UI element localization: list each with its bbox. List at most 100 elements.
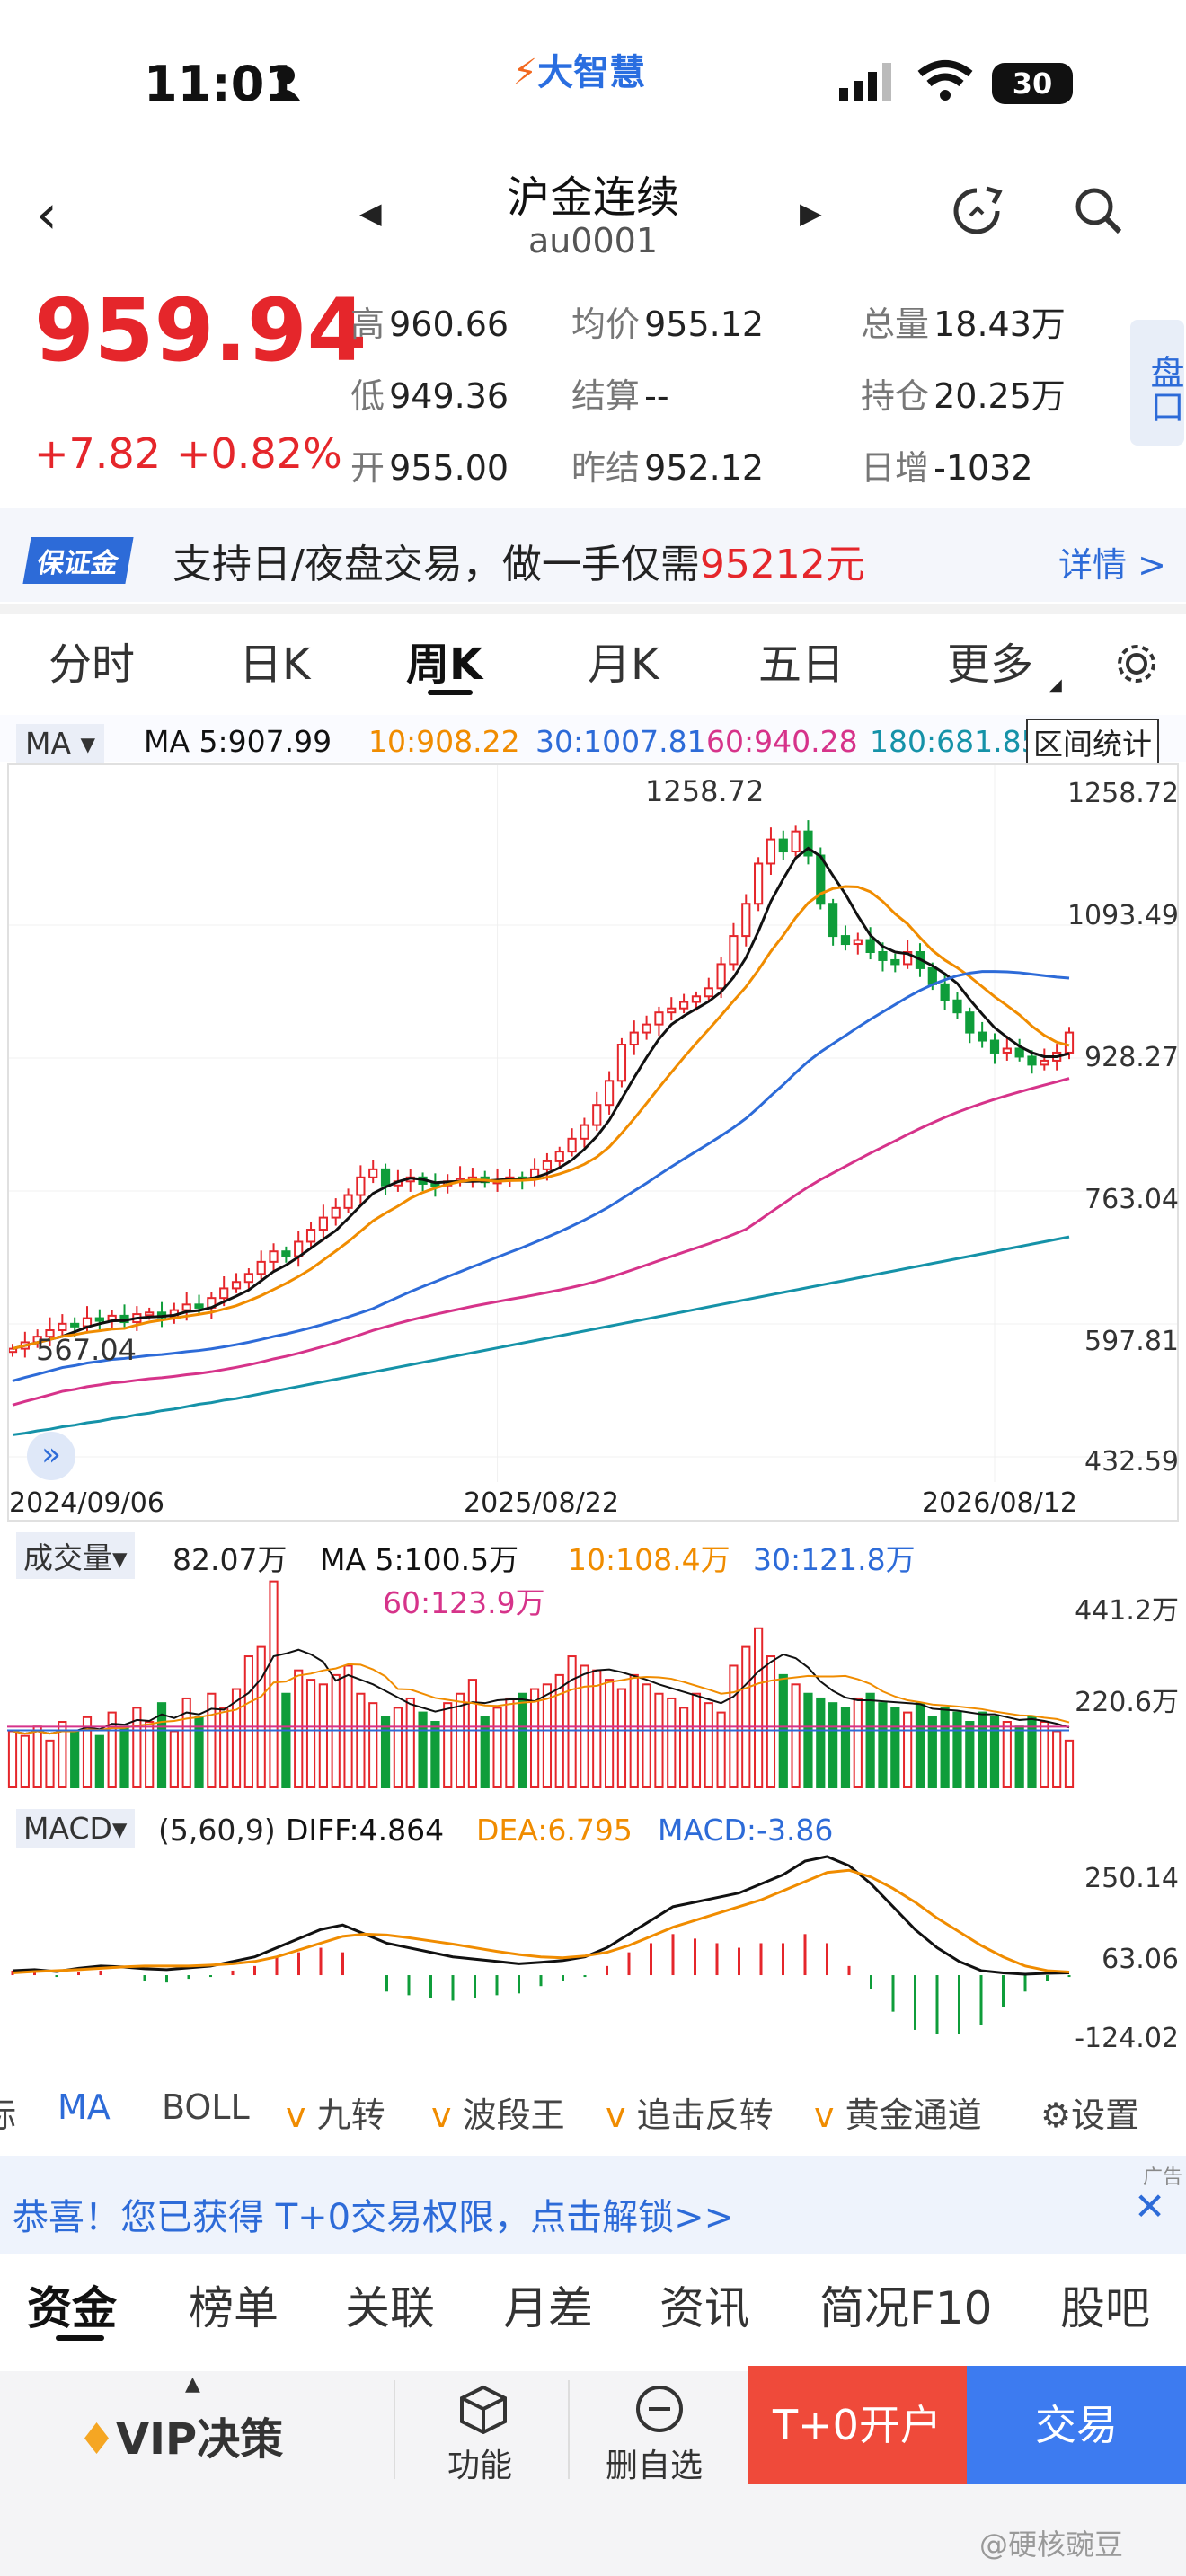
volume-bar [915,1702,925,1789]
indicator-jiuzhuan[interactable]: v 九转 [286,2087,385,2150]
indicator-item[interactable]: 标 [0,2087,16,2150]
bottom-tab-guba[interactable]: 股吧 [1060,2282,1150,2334]
quote-settle: 结算 -- [571,368,669,418]
tab-weekly-k[interactable]: 周K [406,640,483,690]
candle-body [741,903,751,938]
bottom-tab-bangdan[interactable]: 榜单 [189,2282,279,2334]
margin-badge: 保证金 [22,537,134,584]
ad-label: 广告 [1143,2166,1183,2189]
volume-bar [1002,1721,1012,1788]
indicator-boll[interactable]: BOLL [162,2087,250,2127]
price-axis-label: 763.04 [1084,1184,1179,1215]
remove-watch-label[interactable]: 删自选 [606,2448,704,2484]
macd-selector[interactable]: MACD▾ [16,1809,135,1848]
volume-bar [952,1711,962,1788]
candle-body [580,1124,589,1140]
avg-value: 955.12 [644,304,765,344]
search-icon[interactable] [1073,185,1123,239]
candle-body [181,1303,191,1311]
range-stats-button[interactable]: 区间统计 [1026,719,1159,765]
vip-decision-button[interactable]: ♦VIP决策 [77,2404,283,2466]
margin-banner[interactable] [0,508,1186,602]
tab-monthly-k[interactable]: 月K [588,640,659,690]
pankou-label: 盘口 [1145,355,1184,423]
candle-body [654,1011,664,1026]
candle-body [890,958,900,966]
indicator-boduanwang[interactable]: v 波段王 [431,2087,565,2150]
quote-daily: 日增 -1032 [861,440,1033,490]
macd-diff: DIFF:4.864 [286,1813,445,1848]
candle-body [691,995,702,1003]
max-price-marker: 1258.72 [645,774,765,808]
close-icon[interactable]: ✕ [1134,2184,1166,2228]
trade-button[interactable]: 交易 [967,2366,1186,2484]
remove-watch-icon[interactable] [634,2384,685,2438]
macd-chart[interactable] [0,1796,1186,2066]
indicator-ma[interactable]: MA [58,2087,111,2127]
next-contract-icon[interactable]: ▶ [800,196,822,230]
volume-bar [1064,1739,1075,1788]
person-icon [270,65,302,101]
candle-body [318,1216,328,1231]
banner-amount: 95212元 [699,542,865,587]
candle-body [45,1329,55,1338]
indicator-settings[interactable]: ⚙设置 [1040,2087,1139,2150]
tab-more[interactable]: 更多 [947,640,1034,690]
kline-chart[interactable] [0,763,1186,1527]
open-account-button[interactable]: T+0开户 [748,2366,967,2484]
volume-bar [70,1730,80,1788]
vol-axis-label: 220.6万 [1075,1687,1179,1718]
vol-ma30: 30:121.8万 [753,1542,916,1577]
quote-high: 高 960.66 [350,296,509,346]
volume-bar [94,1734,104,1788]
battery-level: 30 [1012,66,1053,101]
bottom-tab-f10[interactable]: 简况F10 [819,2282,993,2334]
tab-fenshi[interactable]: 分时 [49,640,136,690]
bottom-tab-yuecha[interactable]: 月差 [503,2282,593,2334]
volume-chart[interactable] [0,1527,1186,1796]
volume-bar [616,1688,627,1788]
bottom-tab-guanlian[interactable]: 关联 [345,2282,435,2334]
function-label[interactable]: 功能 [447,2448,513,2484]
pankou-button[interactable]: 盘口 [1130,320,1184,446]
ma30-value: 30:1007.81 [535,724,706,759]
vol-axis-label: 441.2万 [1075,1595,1179,1627]
promo-banner[interactable] [0,2156,1186,2254]
gear-icon[interactable] [1114,641,1159,690]
divider [568,2380,570,2479]
prev-contract-icon[interactable]: ◀ [359,196,382,230]
volume-bar [380,1716,391,1788]
refresh-icon[interactable] [951,185,1003,241]
bottom-tab-zixun[interactable]: 资讯 [659,2282,749,2334]
candle-body [853,939,863,946]
macd-axis-label: 63.06 [1102,1944,1179,1975]
candle-body [554,1151,564,1162]
volume-value: 82.07万 [173,1542,288,1577]
macd-params: (5,60,9) [158,1813,276,1848]
function-icon[interactable] [458,2384,509,2438]
expand-icon[interactable]: » [27,1432,75,1480]
volume-bar [691,1692,702,1788]
back-icon[interactable]: ‹ [36,183,58,246]
candle-body [219,1287,229,1300]
promo-text[interactable]: 恭喜！您已获得 T+0交易权限，点击解锁>> [13,2197,735,2238]
banner-detail-link[interactable]: 详情 > [1058,545,1166,585]
collapse-arrow-icon[interactable]: ▲ [185,2373,200,2395]
tab-five-day[interactable]: 五日 [758,640,845,690]
candle-body [70,1322,80,1328]
indicator-zhuiji[interactable]: v 追击反转 [606,2087,774,2150]
ma180-value: 180:681.85 [870,724,1040,759]
volume-bar [865,1692,875,1788]
candle-body [1040,1059,1049,1066]
candle-body [989,1039,1000,1054]
indicator-huangjin[interactable]: v 黄金通道 [814,2087,982,2150]
bottom-tab-zijin[interactable]: 资金 [27,2282,117,2334]
vip-diamond-icon: ♦ [77,2414,117,2465]
tab-daily-k[interactable]: 日K [239,640,311,690]
candle-body [1014,1047,1024,1058]
volume-selector[interactable]: 成交量▾ [16,1532,135,1579]
signal-icon [837,59,900,104]
ma-selector[interactable]: MA ▾ [16,724,105,763]
volume-bar [219,1707,229,1789]
low-value: 949.36 [389,376,509,416]
